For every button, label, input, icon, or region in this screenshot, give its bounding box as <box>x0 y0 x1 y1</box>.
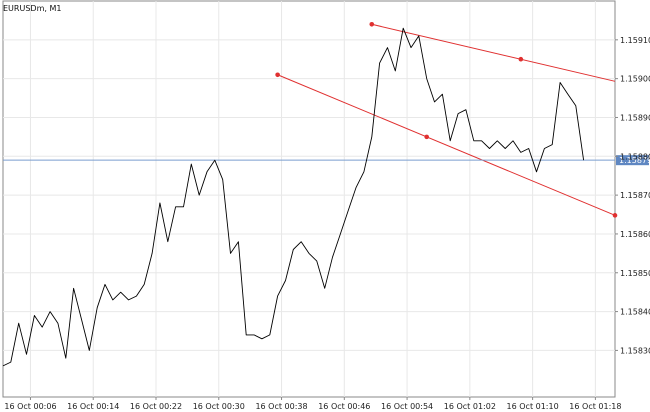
y-tick-label: 1.15830 <box>620 346 650 355</box>
x-tick-label: 16 Oct 01:02 <box>444 402 496 411</box>
channel-anchor-point[interactable] <box>369 21 375 27</box>
plot-area-border <box>2 0 616 398</box>
x-tick-label: 16 Oct 01:18 <box>569 402 621 411</box>
y-tick-label: 1.15880 <box>620 152 650 161</box>
x-tick-label: 16 Oct 00:38 <box>255 402 307 411</box>
price-series <box>2 27 585 367</box>
y-tick-label: 1.15870 <box>620 191 650 200</box>
y-tick-label: 1.15840 <box>620 308 650 317</box>
y-axis: 1.15830 1.15840 1.15850 1.15860 1.15870 1.158… <box>615 36 650 355</box>
x-tick-label: 16 Oct 00:46 <box>318 402 370 411</box>
x-tick-label: 16 Oct 00:54 <box>381 402 433 411</box>
x-axis: 16 Oct 00:06 16 Oct 00:14 16 Oct 00:22 16 O… <box>4 397 621 411</box>
channel-anchor-point[interactable] <box>275 72 280 78</box>
x-tick-label: 16 Oct 00:14 <box>67 402 119 411</box>
horizontal-line[interactable]: 1.15879 <box>3 155 650 166</box>
y-tick-label: 1.15850 <box>620 269 650 278</box>
channel-anchor-point[interactable] <box>518 56 524 62</box>
x-tick-label: 16 Oct 00:30 <box>193 402 245 411</box>
channel-line-lower[interactable] <box>277 74 616 216</box>
y-tick-label: 1.15900 <box>620 75 650 84</box>
channel-anchor-point[interactable] <box>612 213 618 218</box>
y-tick-label: 1.15890 <box>620 113 650 122</box>
channel-line-upper[interactable] <box>371 23 616 82</box>
channel-anchor-point[interactable] <box>424 134 429 140</box>
channel-lines[interactable] <box>275 21 618 218</box>
y-tick-label: 1.15860 <box>620 230 650 239</box>
x-tick-label: 16 Oct 00:22 <box>130 402 182 411</box>
chart-title: EURUSDm, M1 <box>3 4 61 13</box>
grid <box>3 1 615 397</box>
y-tick-label: 1.15910 <box>620 36 650 45</box>
x-tick-label: 16 Oct 01:10 <box>507 402 559 411</box>
x-tick-label: 16 Oct 00:06 <box>4 402 56 411</box>
current-price-label-box <box>616 155 649 166</box>
current-price-label: 1.15879 <box>619 156 650 165</box>
price-series-line <box>2 27 585 367</box>
